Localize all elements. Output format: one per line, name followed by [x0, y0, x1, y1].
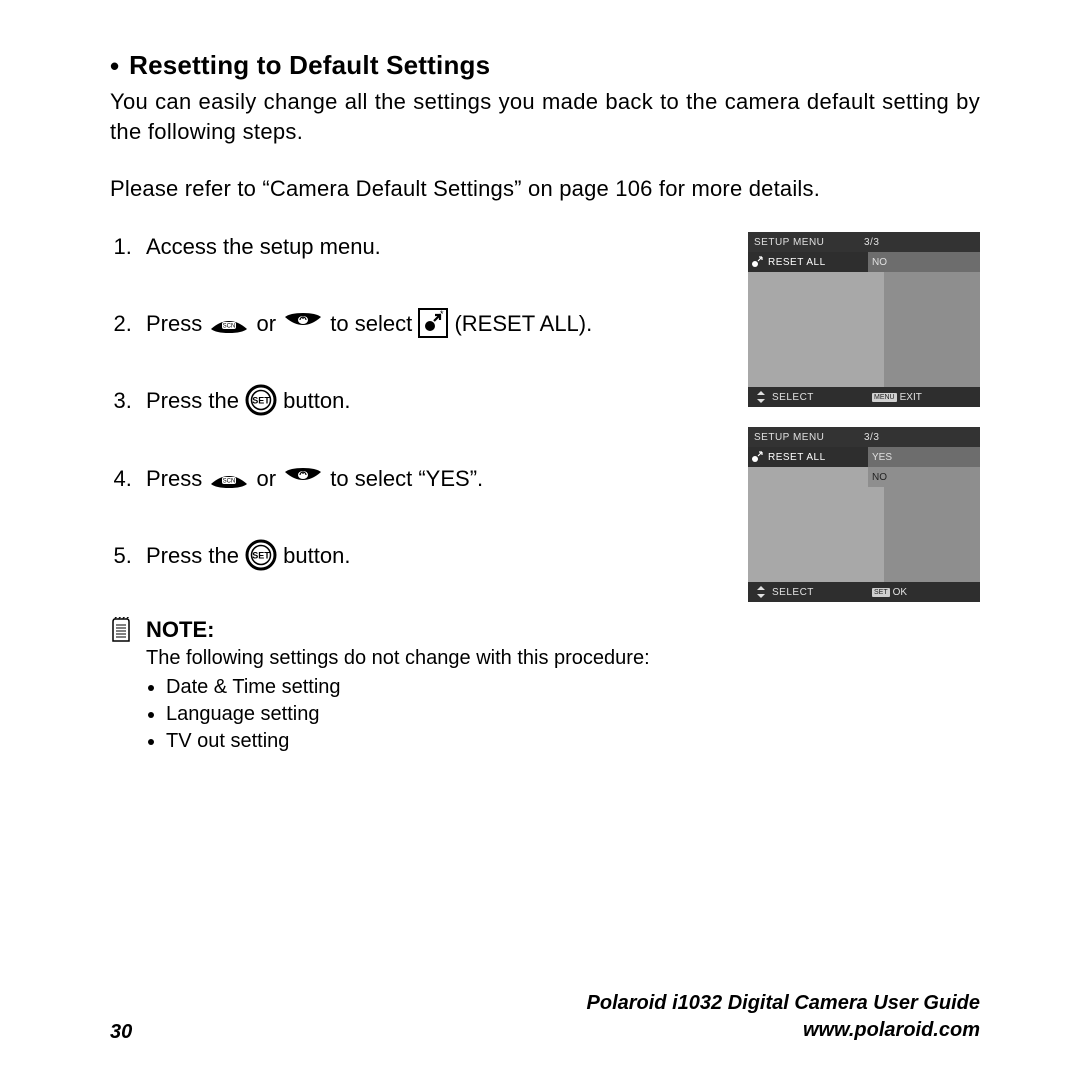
- updown-arrow-icon: [754, 390, 768, 404]
- screen2-ok-label: OK: [893, 587, 907, 598]
- footer-guide-title: Polaroid i1032 Digital Camera User Guide: [587, 990, 980, 1017]
- step-2-text-c: to select: [330, 311, 418, 336]
- screen1-menu-badge: MENU: [872, 393, 897, 402]
- screen1-row-value: NO: [868, 252, 980, 272]
- note-item-3: TV out setting: [166, 728, 650, 755]
- svg-text:SCN: SCN: [223, 479, 236, 485]
- screen2-bottom-bar: SELECT SET OK: [748, 582, 980, 602]
- step-5: Press the SET button.: [138, 541, 718, 573]
- note-icon: [110, 615, 132, 755]
- step-2-text-a: Press: [146, 311, 208, 336]
- heading-bullet: •: [110, 53, 119, 79]
- step-3-text-b: button.: [283, 388, 350, 413]
- step-4-text-c: to select “YES”.: [330, 466, 483, 491]
- scn-down-button-icon-2: [282, 466, 324, 490]
- screen2-page: 3/3: [864, 432, 879, 443]
- note-intro: The following settings do not change wit…: [146, 645, 650, 672]
- camera-screen-2: SETUP MENU 3/3 RESET ALL YES: [748, 427, 980, 602]
- note-title: NOTE:: [146, 615, 650, 645]
- screen1-title-bar: SETUP MENU 3/3: [748, 232, 980, 252]
- screen1-row-label: RESET ALL: [766, 257, 868, 268]
- set-button-icon: SET: [245, 384, 277, 416]
- screen1-exit-label: EXIT: [900, 392, 922, 403]
- scn-label: SCN: [223, 324, 236, 330]
- page-number: 30: [110, 1021, 132, 1044]
- steps-column: Access the setup menu. Press SCN or to s…: [110, 232, 718, 755]
- section-heading-row: • Resetting to Default Settings: [110, 50, 980, 81]
- footer-url: www.polaroid.com: [587, 1017, 980, 1044]
- svg-text:*: *: [440, 309, 444, 319]
- step-3: Press the SET button.: [138, 386, 718, 418]
- step-2: Press SCN or to select * (RESET ALL).: [138, 309, 718, 340]
- step-2-text-d: (RESET ALL).: [454, 311, 592, 336]
- reference-paragraph: Please refer to “Camera Default Settings…: [110, 174, 980, 204]
- note-block: NOTE: The following settings do not chan…: [110, 615, 718, 755]
- screen1-page: 3/3: [864, 237, 879, 248]
- screen2-opt-yes: YES: [868, 447, 980, 467]
- reset-icon: [748, 252, 766, 272]
- set-label: SET: [252, 396, 270, 406]
- step-5-text-b: button.: [283, 543, 350, 568]
- reset-all-menu-icon: *: [418, 308, 448, 338]
- step-1: Access the setup menu.: [138, 232, 718, 263]
- note-item-2: Language setting: [166, 701, 650, 728]
- set-button-icon-2: SET: [245, 539, 277, 571]
- svg-text:SET: SET: [252, 551, 270, 561]
- step-3-text-a: Press the: [146, 388, 245, 413]
- reset-icon-2: [748, 447, 766, 467]
- page-footer: 30 Polaroid i1032 Digital Camera User Gu…: [110, 990, 980, 1044]
- step-4-text-b: or: [256, 466, 282, 491]
- scn-up-button-icon-2: SCN: [208, 466, 250, 490]
- scn-down-button-icon: [282, 311, 324, 335]
- screen1-select-label: SELECT: [768, 392, 872, 403]
- screen2-opt-no: NO: [868, 467, 980, 487]
- screen2-row-label: RESET ALL: [766, 452, 868, 463]
- section-heading: Resetting to Default Settings: [129, 50, 490, 81]
- step-4-text-a: Press: [146, 466, 208, 491]
- step-2-text-b: or: [256, 311, 282, 336]
- step-4: Press SCN or to select “YES”.: [138, 464, 718, 495]
- screen1-bottom-bar: SELECT MENU EXIT: [748, 387, 980, 407]
- screen1-title: SETUP MENU: [754, 237, 864, 248]
- camera-screen-1: SETUP MENU 3/3 RESET ALL NO: [748, 232, 980, 407]
- step-1-text: Access the setup menu.: [146, 234, 381, 259]
- screens-column: SETUP MENU 3/3 RESET ALL NO: [748, 232, 980, 602]
- screen2-select-label: SELECT: [768, 587, 872, 598]
- screen2-set-badge: SET: [872, 588, 890, 597]
- screen2-title-bar: SETUP MENU 3/3: [748, 427, 980, 447]
- screen2-title: SETUP MENU: [754, 432, 864, 443]
- note-item-1: Date & Time setting: [166, 674, 650, 701]
- updown-arrow-icon-2: [754, 585, 768, 599]
- scn-up-button-icon: SCN: [208, 311, 250, 335]
- step-5-text-a: Press the: [146, 543, 245, 568]
- intro-paragraph: You can easily change all the settings y…: [110, 87, 980, 146]
